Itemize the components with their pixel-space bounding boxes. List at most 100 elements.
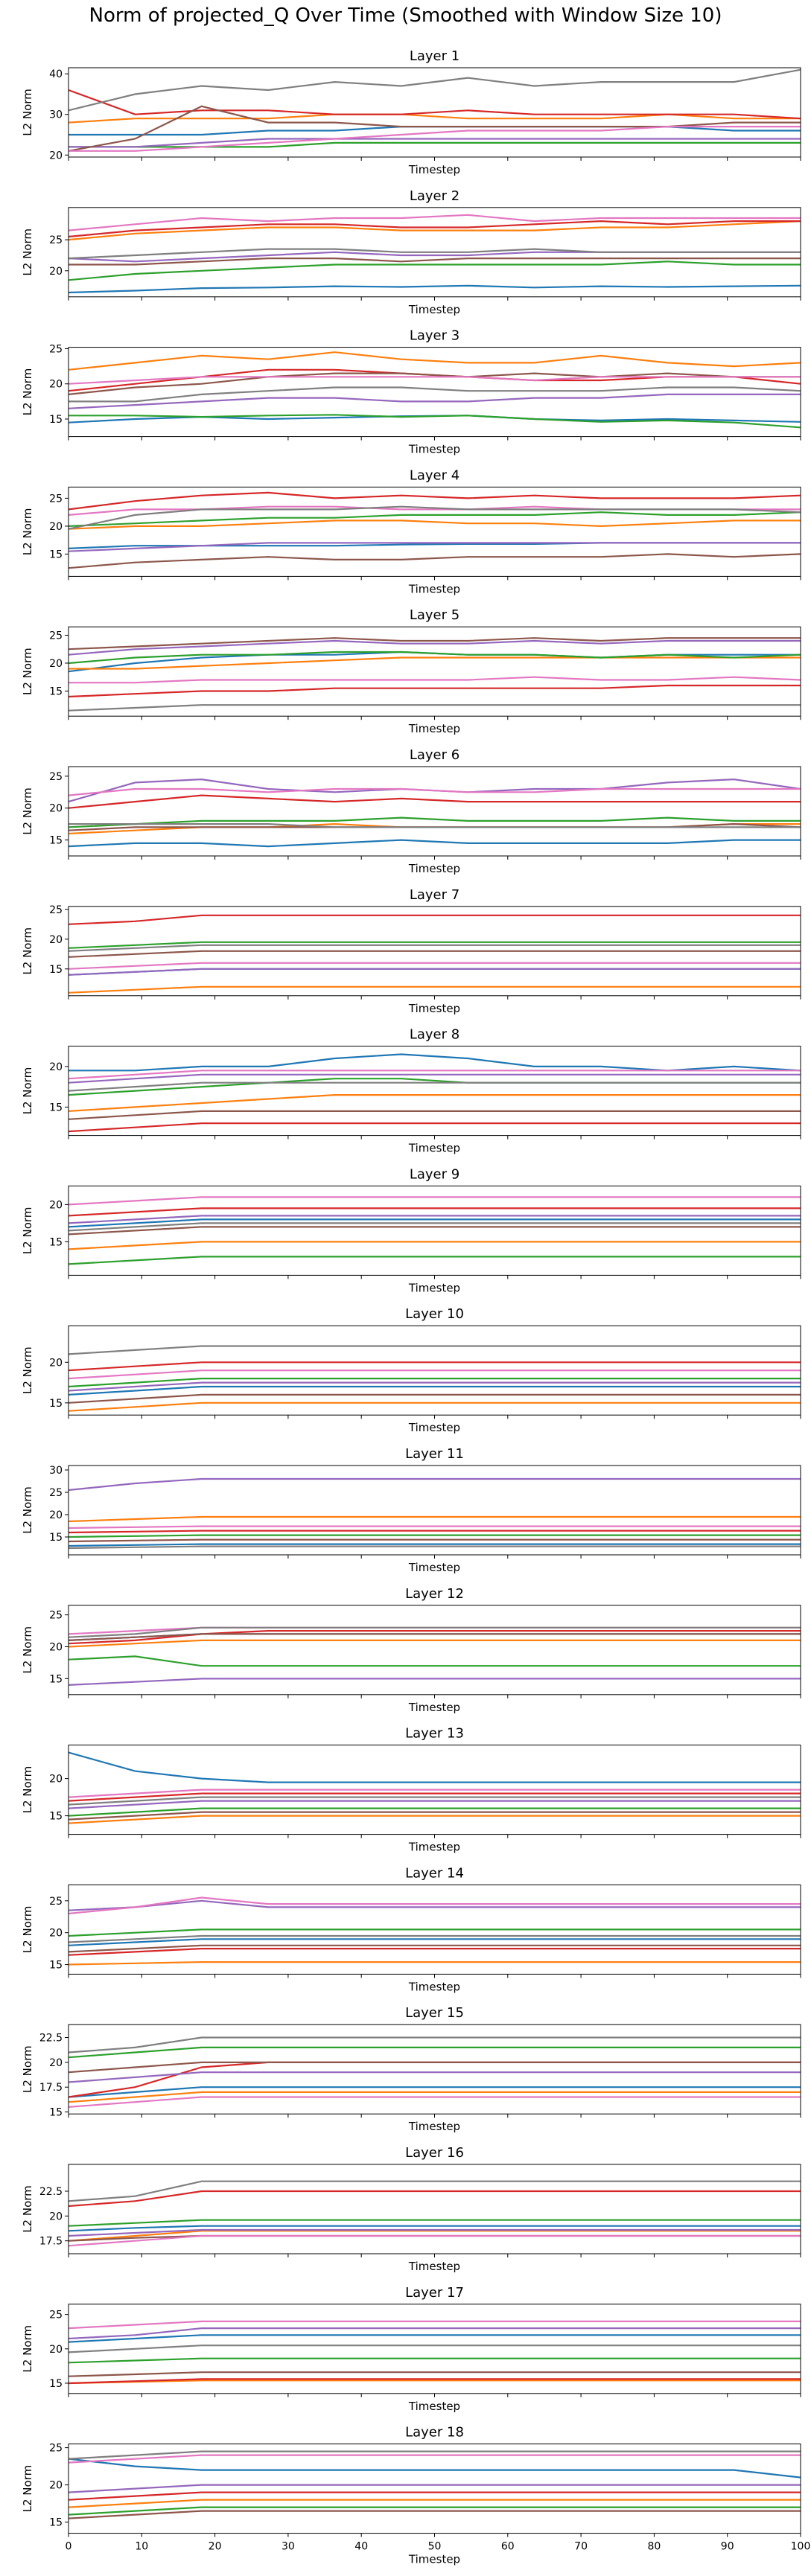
series-line-7 bbox=[68, 787, 801, 796]
y-axis-label: L2 Norm bbox=[21, 2325, 34, 2373]
axes-frame bbox=[68, 486, 801, 577]
subplot-title: Layer 7 bbox=[410, 887, 459, 903]
series-line-4 bbox=[68, 2491, 801, 2501]
series-line-8 bbox=[68, 944, 801, 952]
series-line-7 bbox=[68, 1070, 801, 1080]
series-line-5 bbox=[68, 1215, 801, 1224]
series-line-7 bbox=[68, 214, 801, 231]
x-tick-label: 50 bbox=[428, 2541, 442, 2553]
series-line-5 bbox=[68, 1899, 801, 1911]
series-line-6 bbox=[68, 1226, 801, 1236]
x-axis-label: Timestep bbox=[408, 303, 460, 316]
series-line-2 bbox=[68, 520, 801, 530]
series-line-6 bbox=[68, 2510, 801, 2519]
axes-frame bbox=[68, 1185, 801, 1276]
x-axis-label: Timestep bbox=[408, 1002, 460, 1015]
series-line-8 bbox=[68, 2345, 801, 2353]
series-line-7 bbox=[69, 126, 801, 152]
x-tick-label: 60 bbox=[501, 2541, 515, 2553]
series-line-5 bbox=[68, 1800, 801, 1809]
series-line-5 bbox=[69, 138, 801, 148]
series-line-2 bbox=[68, 351, 801, 371]
series-line-1 bbox=[68, 1751, 801, 1783]
subplot-title: Layer 12 bbox=[405, 1586, 464, 1602]
series-line-7 bbox=[68, 2454, 801, 2464]
y-tick-label: 22.5 bbox=[39, 2033, 63, 2045]
series-line-3 bbox=[68, 1928, 801, 1937]
series-line-3 bbox=[68, 1807, 801, 1817]
y-tick-label: 15 bbox=[49, 685, 63, 697]
x-axis-label: Timestep bbox=[408, 582, 460, 595]
series-line-6 bbox=[68, 1393, 801, 1404]
series-line-6 bbox=[68, 1538, 801, 1543]
series-line-8 bbox=[68, 2450, 801, 2460]
series-line-8 bbox=[68, 2036, 801, 2054]
subplot-title: Layer 9 bbox=[410, 1166, 459, 1182]
series-line-4 bbox=[68, 684, 801, 698]
series-line-6 bbox=[68, 1110, 801, 1120]
series-line-4 bbox=[68, 1792, 801, 1802]
series-line-5 bbox=[68, 393, 801, 409]
series-line-2 bbox=[68, 220, 801, 241]
subplot-title: Layer 4 bbox=[410, 467, 459, 483]
x-axis-label: Timestep bbox=[408, 2120, 460, 2133]
series-line-8 bbox=[68, 1796, 801, 1806]
x-axis-label: Timestep bbox=[408, 443, 460, 456]
y-tick-label: 20 bbox=[49, 658, 63, 670]
y-axis-label: L2 Norm bbox=[21, 1766, 34, 1814]
axes-frame bbox=[68, 1046, 801, 1137]
subplot-title: Layer 6 bbox=[410, 747, 459, 763]
series-line-2 bbox=[68, 1961, 801, 1966]
x-tick-label: 90 bbox=[721, 2541, 734, 2553]
series-line-7 bbox=[68, 1525, 801, 1530]
y-tick-label: 15 bbox=[49, 1102, 63, 1113]
y-tick-label: 25 bbox=[49, 234, 63, 246]
y-axis-label: L2 Norm bbox=[21, 927, 34, 975]
series-line-4 bbox=[68, 491, 801, 511]
series-line-3 bbox=[68, 511, 801, 527]
series-line-1 bbox=[68, 1218, 801, 1228]
series-line-3 bbox=[68, 1078, 801, 1096]
y-tick-label: 40 bbox=[49, 68, 63, 80]
y-tick-label: 30 bbox=[49, 109, 63, 121]
y-tick-label: 20 bbox=[49, 803, 63, 815]
x-axis-label: Timestep bbox=[408, 2553, 460, 2566]
y-tick-label: 15 bbox=[49, 2517, 63, 2529]
series-line-8 bbox=[68, 2180, 801, 2202]
series-line-4 bbox=[68, 1122, 801, 1133]
y-tick-label: 25 bbox=[49, 771, 63, 783]
y-tick-label: 25 bbox=[49, 630, 63, 642]
series-line-4 bbox=[68, 794, 801, 809]
series-line-3 bbox=[68, 2219, 801, 2227]
y-tick-label: 15 bbox=[49, 549, 63, 560]
y-tick-label: 30 bbox=[49, 1465, 63, 1477]
y-axis-label: L2 Norm bbox=[21, 508, 34, 556]
series-line-4 bbox=[68, 220, 801, 238]
series-line-1 bbox=[68, 284, 801, 294]
figure-title: Norm of projected_Q Over Time (Smoothed … bbox=[89, 4, 722, 27]
y-axis-label: L2 Norm bbox=[21, 1906, 34, 1954]
y-axis-label: L2 Norm bbox=[21, 228, 34, 276]
series-line-6 bbox=[68, 372, 801, 395]
x-axis-label: Timestep bbox=[408, 1561, 460, 1574]
series-line-1 bbox=[68, 1543, 801, 1547]
series-line-5 bbox=[68, 542, 801, 552]
series-line-8 bbox=[68, 68, 801, 112]
x-axis-label: Timestep bbox=[408, 862, 460, 875]
y-axis-label: L2 Norm bbox=[21, 89, 34, 136]
y-tick-label: 15 bbox=[49, 414, 63, 426]
x-tick-label: 70 bbox=[574, 2541, 588, 2553]
y-tick-label: 20 bbox=[49, 1199, 63, 1211]
y-tick-label: 25 bbox=[49, 2443, 63, 2455]
series-line-1 bbox=[68, 2334, 801, 2343]
series-line-3 bbox=[68, 651, 801, 665]
y-tick-label: 25 bbox=[49, 343, 63, 355]
series-line-5 bbox=[68, 2484, 801, 2493]
subplot-title: Layer 17 bbox=[405, 2285, 464, 2301]
y-axis-label: L2 Norm bbox=[21, 368, 34, 416]
series-line-6 bbox=[68, 2371, 801, 2377]
series-line-2 bbox=[68, 1093, 801, 1112]
axes-frame bbox=[68, 2444, 801, 2534]
series-line-1 bbox=[68, 1938, 801, 1946]
y-axis-label: L2 Norm bbox=[21, 2465, 34, 2513]
